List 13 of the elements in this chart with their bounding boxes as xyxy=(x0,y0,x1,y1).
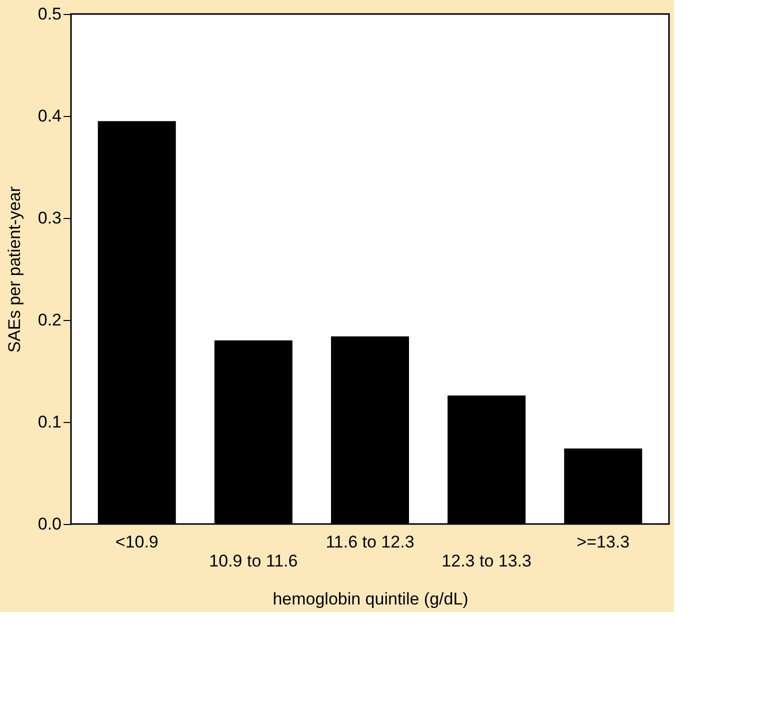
y-tick-label: 0.2 xyxy=(38,310,62,330)
x-tick-label: 12.3 to 13.3 xyxy=(442,552,532,570)
y-tick-label: 0.0 xyxy=(38,514,62,534)
y-tick-label: 0.1 xyxy=(38,412,62,432)
x-tick-label: 10.9 to 11.6 xyxy=(209,552,298,570)
x-tick-label: >=13.3 xyxy=(576,532,630,552)
x-axis-title: hemoglobin quintile (g/dL) xyxy=(272,590,468,608)
x-tick-label: <10.9 xyxy=(115,532,158,552)
x-tick-label: 11.6 to 12.3 xyxy=(326,532,414,552)
y-tick-label: 0.4 xyxy=(38,106,62,126)
y-tick-label: 0.5 xyxy=(38,4,62,24)
y-tick-label: 0.3 xyxy=(38,208,62,228)
y-axis-title: SAEs per patient-year xyxy=(4,186,24,353)
